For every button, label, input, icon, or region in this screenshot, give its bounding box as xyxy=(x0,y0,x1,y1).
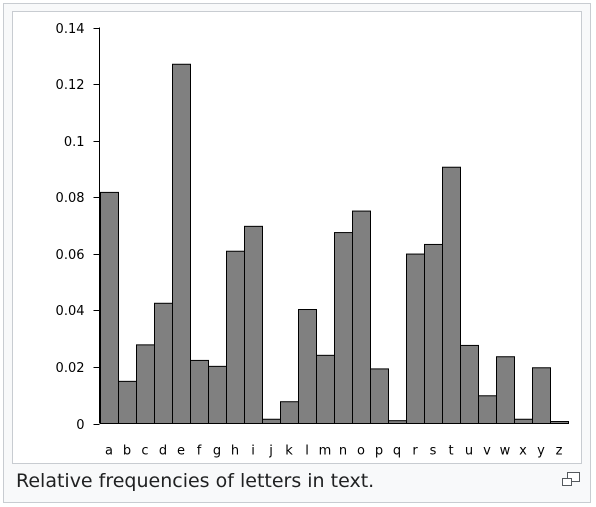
bar-n xyxy=(334,232,353,424)
y-tick-label: 0.06 xyxy=(56,248,85,263)
bar-a xyxy=(100,191,119,424)
y-tick-label: 0.14 xyxy=(56,22,85,37)
x-tick-label: b xyxy=(123,444,131,459)
x-tick-label: e xyxy=(177,444,185,459)
bar-r xyxy=(406,253,425,424)
bar-h xyxy=(226,250,245,424)
bar-w xyxy=(496,356,515,425)
x-tick-label: s xyxy=(430,444,437,459)
bar-e xyxy=(172,63,191,425)
bar-l xyxy=(298,309,317,425)
x-tick-label: w xyxy=(500,444,511,459)
bar-b xyxy=(118,380,137,424)
figure-thumbnail: 0 0.02 0.04 0.06 0.08 0.1 0.12 0.14 a b c d e f g h i j k l… xyxy=(3,3,591,503)
x-tick-label: v xyxy=(483,444,491,459)
y-tick-label: 0.12 xyxy=(56,78,85,93)
bar-d xyxy=(154,302,173,424)
y-tick-label: 0.04 xyxy=(56,304,85,319)
bar-g xyxy=(208,365,227,424)
bar-j xyxy=(262,418,281,424)
x-tick-label: m xyxy=(319,444,332,459)
x-tick-label: x xyxy=(519,444,527,459)
bar-u xyxy=(460,344,479,424)
bar-t xyxy=(442,166,461,425)
bar-x xyxy=(514,418,533,424)
x-tick-label: u xyxy=(465,444,473,459)
bar-i xyxy=(244,225,263,424)
bar-c xyxy=(136,344,155,425)
bar-p xyxy=(370,368,389,424)
bar-z xyxy=(550,421,569,424)
x-tick-label: r xyxy=(412,444,418,459)
bar-m xyxy=(316,354,335,424)
y-tick-label: 0.1 xyxy=(64,135,85,150)
x-tick-label: l xyxy=(305,444,309,459)
x-tick-label: p xyxy=(375,444,383,459)
x-tick-label: c xyxy=(141,444,148,459)
bar-y xyxy=(532,367,551,424)
chart-frame[interactable]: 0 0.02 0.04 0.06 0.08 0.1 0.12 0.14 a b c d e f g h i j k l… xyxy=(12,11,582,464)
bar-s xyxy=(424,243,443,424)
x-tick-label: j xyxy=(268,444,273,459)
x-tick-label: q xyxy=(393,444,401,459)
letter-frequency-bar-chart: 0 0.02 0.04 0.06 0.08 0.1 0.12 0.14 a b c d e f g h i j k l… xyxy=(56,22,569,459)
x-tick-label: t xyxy=(448,444,453,459)
x-tick-label: h xyxy=(231,444,239,459)
x-tick-label: y xyxy=(537,444,545,459)
y-tick-label: 0.08 xyxy=(56,191,85,206)
y-tick-label: 0 xyxy=(76,418,84,433)
x-tick-label: g xyxy=(213,444,221,459)
bar-f xyxy=(190,359,209,424)
y-tick-label: 0.02 xyxy=(56,361,85,376)
bar-k xyxy=(280,401,299,425)
x-tick-label: a xyxy=(105,444,113,459)
x-tick-label: i xyxy=(251,444,255,459)
bar-v xyxy=(478,395,497,424)
figure-caption: Relative frequencies of letters in text. xyxy=(16,470,375,492)
x-tick-label: d xyxy=(159,444,167,459)
x-tick-label: z xyxy=(556,444,563,459)
x-tick-label: f xyxy=(197,444,202,459)
bar-o xyxy=(352,210,371,424)
x-tick-label: k xyxy=(285,444,293,459)
enlarge-icon[interactable] xyxy=(562,471,580,486)
bar-q xyxy=(388,420,407,424)
x-tick-label: o xyxy=(357,444,365,459)
x-tick-label: n xyxy=(339,444,347,459)
